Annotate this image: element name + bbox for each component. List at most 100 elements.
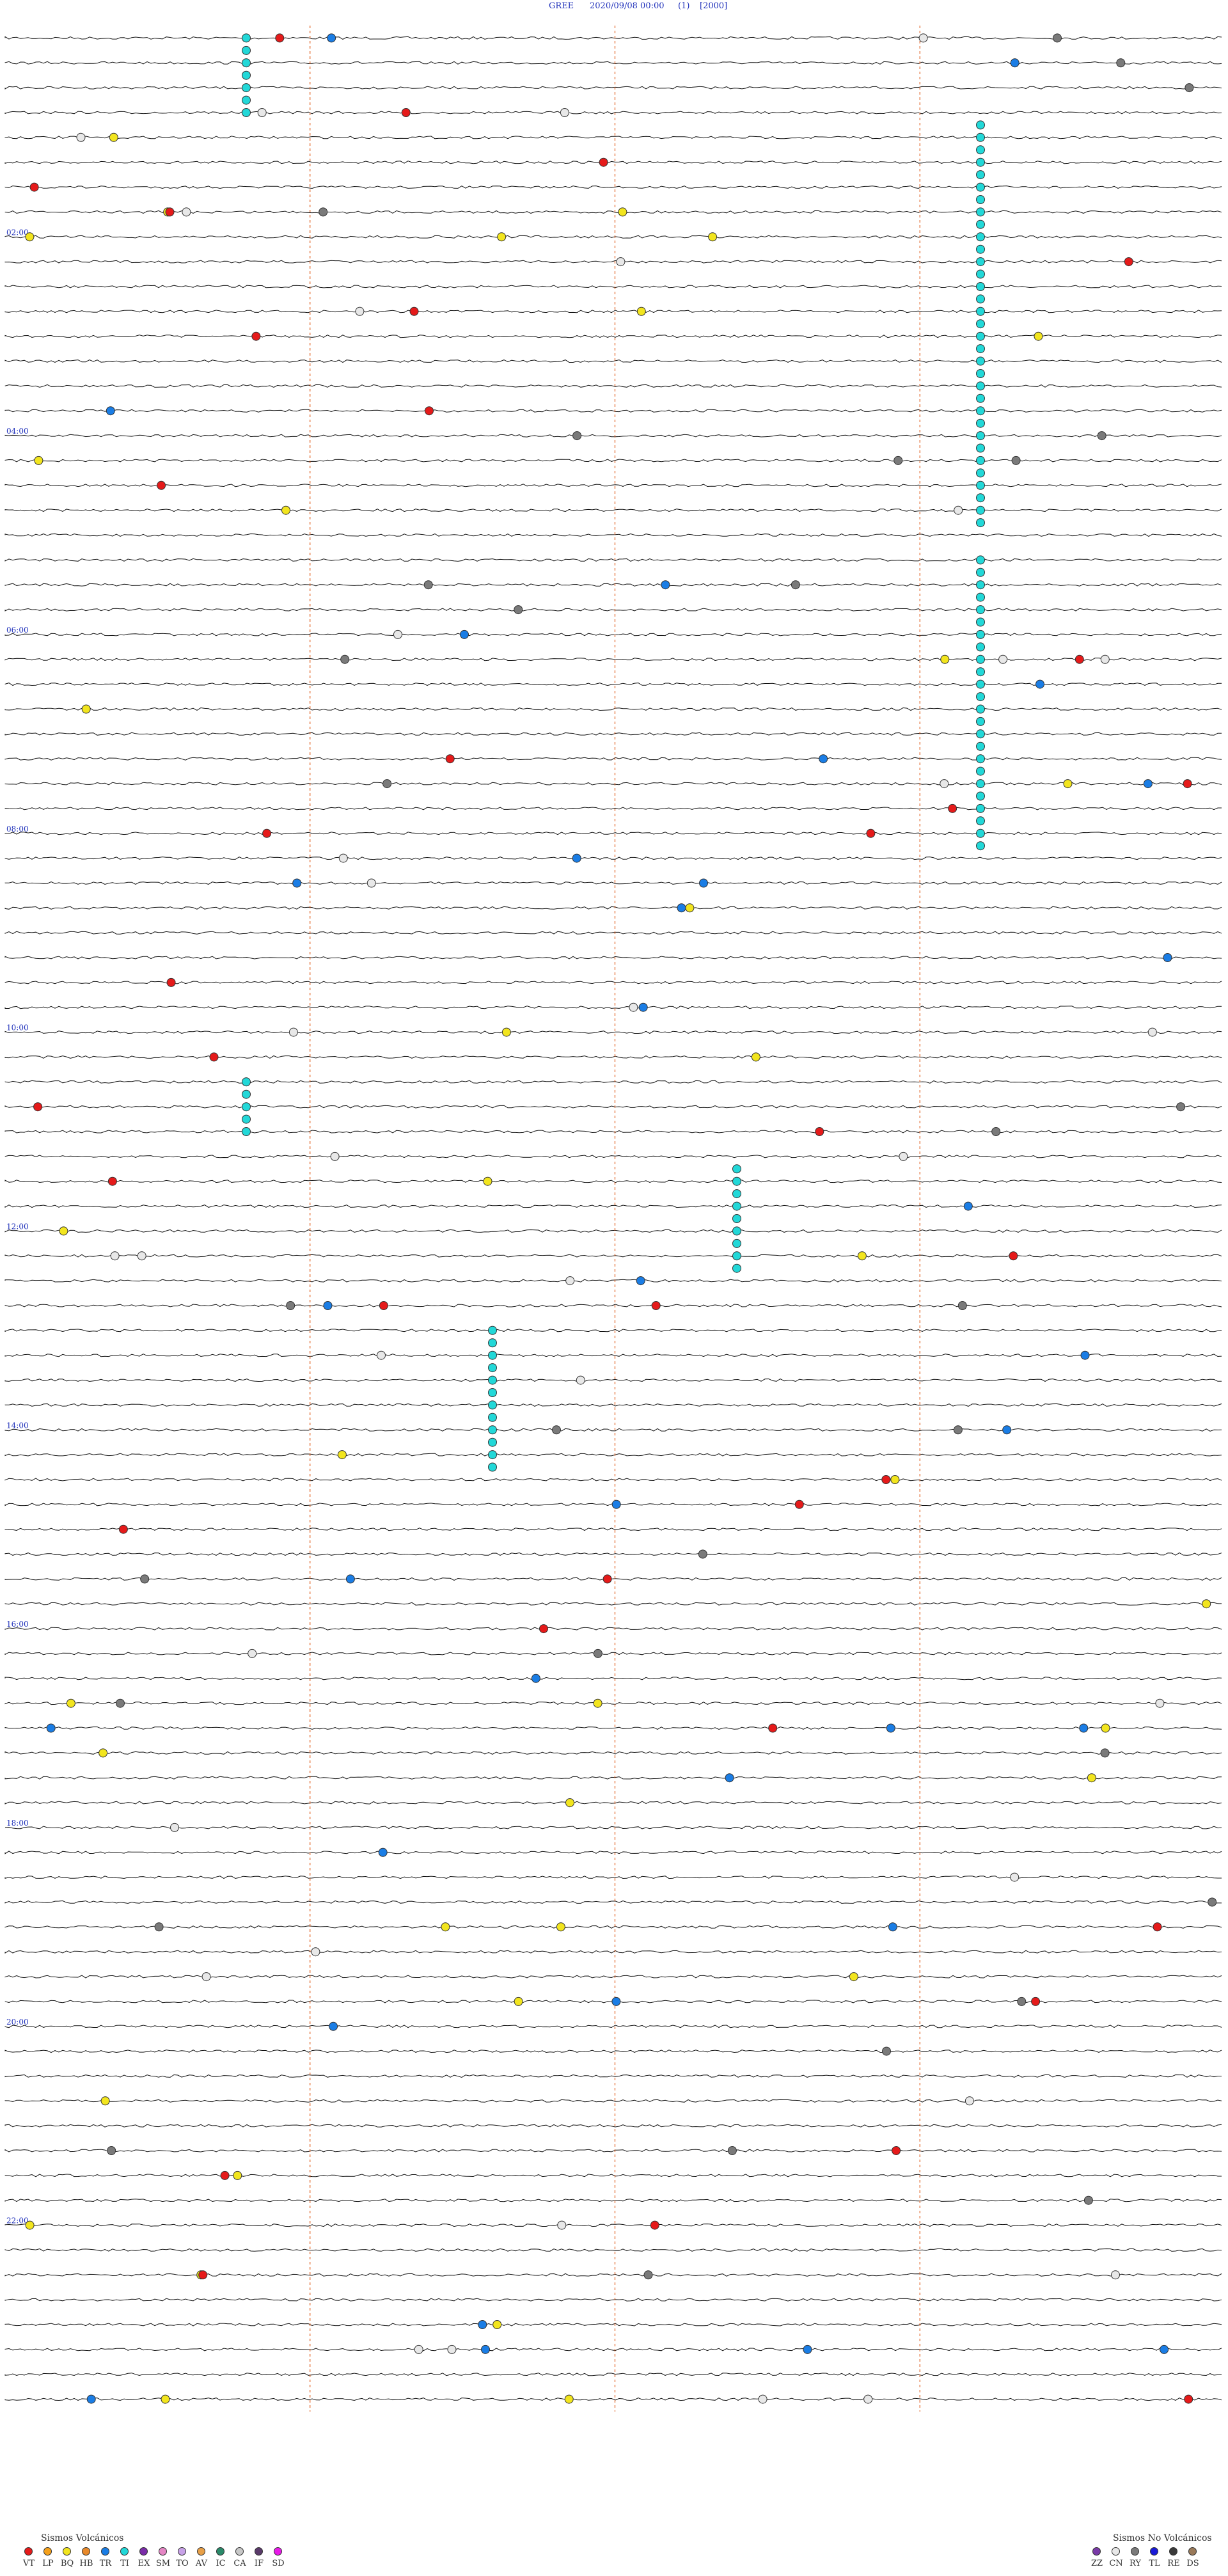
event-marker [414,2344,423,2354]
trace-line [4,484,1222,487]
trace-line [4,757,1222,761]
event-marker [292,878,302,888]
trace-line [4,1354,1222,1357]
tremor-event-marker [976,132,985,142]
trace-line [4,2149,1222,2153]
trace-line [4,86,1222,90]
event-marker [319,207,328,217]
event-marker [209,1052,219,1062]
tremor-event-marker [976,493,985,503]
event-marker [819,754,828,764]
trace-line [4,1428,1222,1432]
event-marker [140,1574,150,1584]
legend-item-vt: VT [19,2547,38,2572]
tremor-event-marker [976,617,985,627]
event-marker [892,2146,901,2155]
trace-line [4,1751,1222,1755]
trace-line [4,260,1222,264]
event-marker [857,1251,867,1261]
legend-dot-icon [63,2547,71,2556]
event-marker [552,1425,561,1435]
event-marker [957,1301,967,1310]
event-marker [998,654,1008,664]
event-marker [514,605,523,615]
event-marker [1163,953,1172,962]
tremor-event-marker [488,1388,497,1397]
trace-line [4,608,1222,612]
event-marker [886,1723,895,1733]
tremor-event-marker [242,70,251,80]
tremor-event-marker [488,1363,497,1373]
trace-line [4,533,1222,537]
trace-line [4,459,1222,462]
trace-line [4,1279,1222,1283]
hour-label: 08:00 [6,825,29,834]
event-marker [76,132,86,142]
trace-line [4,1055,1222,1059]
legend-item-zz: ZZ [1087,2547,1106,2572]
legend-dot-icon [139,2547,148,2556]
tremor-event-marker [242,1077,251,1087]
event-marker [1010,1872,1019,1882]
event-marker [948,803,957,813]
trace-line [4,2248,1222,2252]
legend-dot-icon [1169,2547,1177,2556]
event-marker [1100,654,1110,664]
event-marker [611,1996,621,2006]
trace-line [4,2174,1222,2177]
tremor-event-marker [976,828,985,838]
legend-item-ry: RY [1126,2547,1145,2572]
event-marker [340,654,350,664]
trace-line [4,633,1222,636]
legend-dot-icon [255,2547,263,2556]
legend-item-ic: IC [211,2547,230,2572]
tremor-event-marker [976,393,985,403]
legend-code-label: AV [195,2559,208,2568]
event-marker [661,580,670,590]
legend-dot-icon [43,2547,52,2556]
tremor-event-marker [976,319,985,329]
event-marker [1143,779,1153,789]
trace-line [4,1702,1222,1705]
event-marker [593,1698,602,1708]
event-marker [849,1972,858,1982]
legend-code-label: TO [176,2559,189,2568]
tremor-event-marker [976,741,985,751]
tremor-event-marker [976,120,985,130]
trace-line [4,2074,1222,2078]
gain-label: [2000] [700,1,728,11]
tremor-event-marker [976,356,985,366]
event-marker [447,2344,457,2354]
station-name: GREE [549,1,574,11]
trace-line [4,1727,1222,1730]
tremor-event-marker [488,1425,497,1435]
legend-code-label: CA [233,2559,246,2568]
hour-label: 16:00 [6,1620,29,1629]
trace-line [4,2124,1222,2128]
tremor-event-marker [976,729,985,739]
tremor-event-marker [242,45,251,55]
event-marker [940,654,950,664]
tremor-event-marker [242,58,251,68]
legend-item-ds: DS [1183,2547,1202,2572]
legend-dot-icon [24,2547,33,2556]
event-marker [393,629,402,639]
tremor-event-marker [976,418,985,428]
event-marker [118,1524,128,1534]
event-marker [116,1698,125,1708]
event-marker [1185,83,1194,93]
trace-line [4,1801,1222,1805]
trace-line [4,1876,1222,1879]
tremor-event-marker [242,1102,251,1112]
event-marker [170,1822,179,1832]
tremor-event-marker [488,1325,497,1335]
event-marker [1031,1996,1041,2006]
event-marker [616,257,626,267]
tremor-event-marker [976,431,985,441]
event-marker [1010,58,1019,68]
legend-code-label: IC [216,2559,226,2568]
event-marker [107,1176,117,1186]
event-marker [98,1748,108,1758]
tremor-event-marker [976,592,985,602]
legend-dot-icon [178,2547,186,2556]
